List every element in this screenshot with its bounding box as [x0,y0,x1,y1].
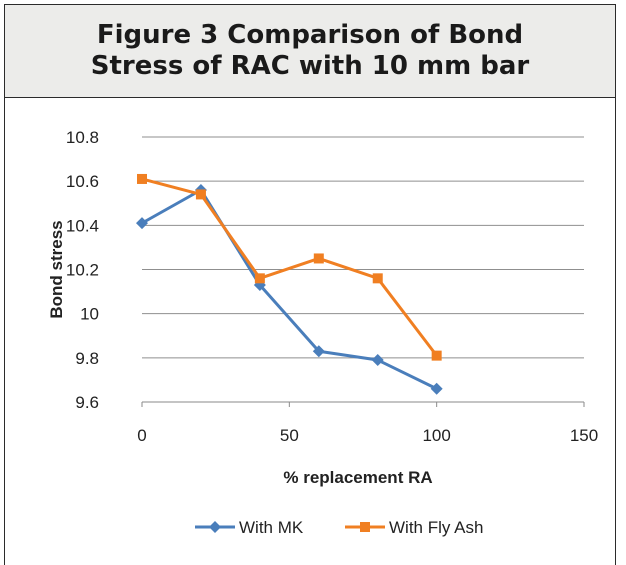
x-tick-label: 100 [422,426,450,445]
data-point [371,354,384,367]
legend-label: With Fly Ash [389,518,483,537]
series-group [136,173,443,395]
y-tick-label: 10.6 [66,172,99,191]
x-axis-title: % replacement RA [283,468,432,487]
y-tick-label: 10.8 [66,128,99,147]
data-point [195,189,206,200]
data-point [136,217,148,230]
x-tick-label: 0 [137,426,146,445]
y-tick-label: 9.8 [75,349,99,368]
series-line [141,177,438,357]
y-tick-labels: 9.6 9.8 10 10.2 10.4 10.6 10.8 [66,128,99,412]
series-with-fly-ash [137,173,442,361]
data-point [313,253,324,264]
legend-item: With Fly Ash [345,518,483,537]
x-tick-labels: 0 50 100 150 [137,402,598,445]
legend: With MK With Fly Ash [195,518,483,537]
y-tick-label: 9.6 [75,393,99,412]
x-tick-label: 150 [570,426,598,445]
y-tick-label: 10.2 [66,261,99,280]
data-point [137,173,147,184]
figure-title: Figure 3 Comparison of Bond Stress of RA… [90,20,530,81]
y-tick-label: 10.4 [66,216,99,235]
series-line [141,188,438,391]
figure-frame: Figure 3 Comparison of Bond Stress of RA… [4,4,616,565]
legend-item: With MK [195,518,304,537]
legend-label: With MK [239,518,304,537]
legend-swatch-marker [360,522,370,532]
data-point [372,273,383,284]
data-point [431,350,442,361]
legend-swatch-marker [209,521,221,533]
gridlines [142,136,584,359]
series-with-mk [136,184,443,395]
y-axis-title: Bond stress [47,220,66,318]
x-tick-label: 50 [280,426,299,445]
data-point [430,382,443,395]
figure-title-box: Figure 3 Comparison of Bond Stress of RA… [5,5,615,98]
y-tick-label: 10 [80,305,99,324]
data-point [312,345,325,358]
data-point [254,273,265,284]
